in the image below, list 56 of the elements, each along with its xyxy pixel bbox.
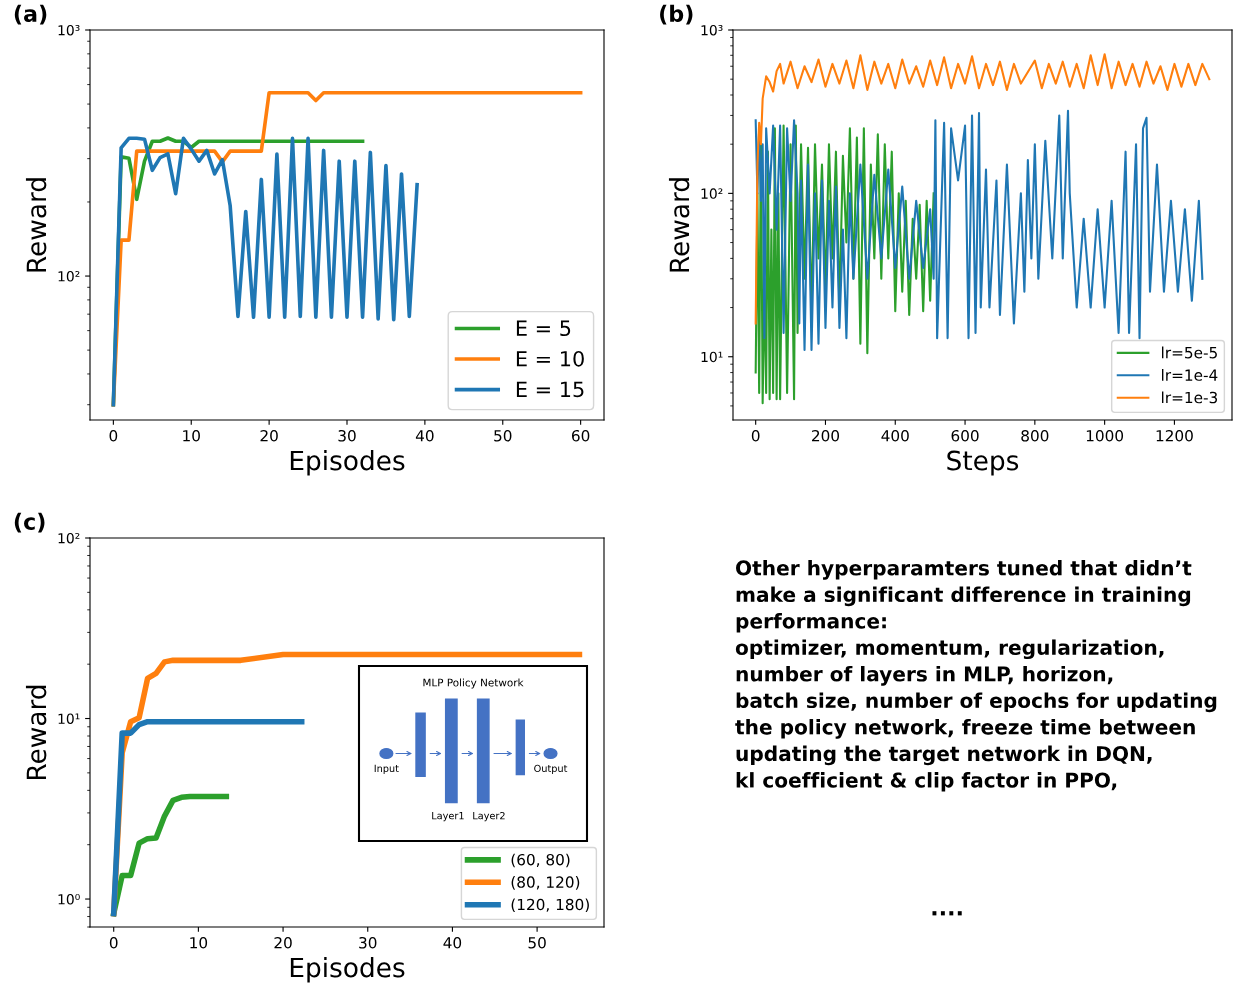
x-tick-label: 40 [415,429,434,442]
x-tick-label: 0 [109,429,118,442]
x-tick-label: 50 [528,936,546,949]
chart-title: (c) [14,512,45,533]
x-tick-label: 10 [183,429,200,442]
x-tick-label: 40 [443,936,462,949]
annotation: Layer1 [432,812,464,822]
line-series [754,124,935,405]
chart-title: (b) [660,4,693,25]
x-tick-label: 0 [109,936,118,949]
legend-label: (60, 80) [511,853,570,868]
x-tick-label: 1200 [1156,429,1193,442]
x-tick-label: 600 [951,429,979,442]
x-axis-title: Steps [947,450,1019,476]
annotation: Input [374,764,399,774]
x-axis-title: Episodes [290,957,405,983]
x-tick-label: 200 [812,429,840,442]
x-axis-title: Episodes [290,450,405,476]
y-axis-title: Reward [25,178,47,272]
legend-label: E = 10 [516,350,584,367]
x-tick-label: 20 [274,936,292,949]
x-tick-label: 30 [338,429,356,442]
y-tick-label: 10³ [58,24,80,36]
chart-title: (a) [14,4,47,25]
y-tick-label: 10² [58,271,80,282]
x-tick-label: 0 [751,429,760,442]
y-tick-label: 10² [58,532,80,544]
x-tick-label: 60 [571,429,590,442]
annotation: Layer2 [473,811,505,822]
line-series [754,53,1211,325]
annotation: MLP Policy Network [423,678,524,689]
text: Other hyperparamters tuned that didn’t make a significant difference in training performance: optimizer, momentum, regularization, number of layers in MLP, horizon, batch size, number of epochs for updating the policy network, freeze time between updating the target network in DQN, kl coefficient & clip factor in PPO, [735,560,1217,792]
y-tick-label: 10³ [701,24,723,36]
y-tick-label: 10⁰ [58,894,80,905]
annotation: Output [534,764,568,774]
x-tick-label: 50 [494,429,512,442]
x-tick-label: 800 [1021,429,1049,442]
x-tick-label: 1000 [1086,429,1124,442]
text: .... [932,911,962,916]
legend-label: (80, 120) [511,876,580,890]
y-tick-label: 10¹ [58,713,80,724]
legend-label: E = 15 [516,381,584,398]
y-tick-label: 10¹ [701,351,723,363]
x-tick-label: 20 [260,429,278,442]
line-series [111,136,419,407]
y-axis-title: Reward [25,685,47,780]
y-tick-label: 10² [701,188,723,199]
legend-label: lr=1e-4 [1162,369,1218,381]
legend-label: E = 5 [516,320,571,337]
x-tick-label: 400 [881,429,909,442]
x-tick-label: 10 [190,936,208,949]
x-tick-label: 30 [359,936,377,949]
legend-label: (120, 180) [511,898,589,913]
legend-label: lr=5e-5 [1162,346,1217,359]
y-axis-title: Reward [668,178,690,272]
legend-label: lr=1e-3 [1162,391,1218,404]
